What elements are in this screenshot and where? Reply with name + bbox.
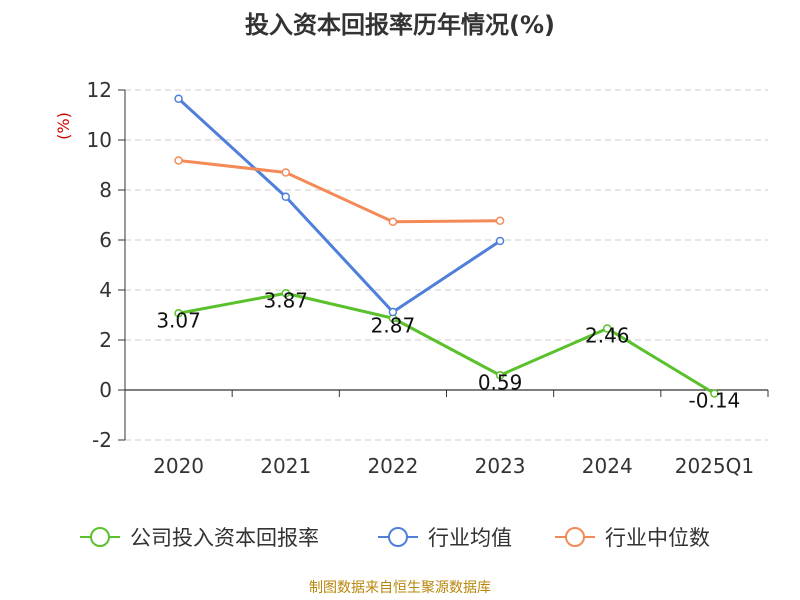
series-point-1 [710, 389, 719, 398]
data-label: 2.46 [585, 324, 630, 348]
chart-title: 投入资本回报率历年情况(%) [245, 11, 555, 39]
series-point-3 [495, 216, 505, 225]
x-tick-labels: 2020 2021 2022 2023 2024 2025Q1 [153, 454, 754, 478]
series-point-1 [281, 289, 290, 298]
legend-label: 公司投入资本回报率 [130, 526, 319, 550]
data-label: -0.14 [689, 389, 741, 413]
x-tick-label: 2025Q1 [675, 454, 754, 478]
series-point-2 [495, 236, 505, 246]
data-label: 2.87 [371, 313, 416, 337]
data-label: 3.07 [156, 308, 201, 332]
data-label: 3.87 [263, 288, 308, 312]
y-tick-label: 12 [87, 78, 112, 102]
series-point-1 [174, 309, 183, 318]
series-point-3 [388, 217, 398, 226]
series-point-2 [281, 192, 290, 201]
legend: 公司投入资本回报率 行业均值 行业中位数 [80, 526, 710, 550]
x-tick-label: 2022 [367, 454, 418, 478]
series-line-1 [178, 291, 716, 395]
y-tick-label: 0 [99, 378, 112, 402]
source-note: 制图数据来自恒生聚源数据库 [309, 580, 491, 596]
y-tick-label: 6 [99, 228, 112, 252]
legend-label: 行业中位数 [605, 526, 710, 550]
x-tick-label: 2024 [582, 454, 633, 478]
grid-lines [125, 89, 768, 441]
data-label: 0.59 [478, 370, 523, 394]
y-tick-label: -2 [92, 428, 112, 452]
series-layer [174, 94, 719, 398]
series-point-1 [603, 324, 612, 333]
y-tick-label: 10 [87, 128, 112, 152]
data-labels: 3.07 3.87 2.87 0.59 2.46 -0.14 [156, 288, 740, 412]
x-tick-label: 2023 [475, 454, 526, 478]
x-tick-label: 2020 [153, 454, 204, 478]
series-point-2 [388, 307, 398, 317]
legend-marker [90, 527, 110, 547]
y-tick-label: 4 [99, 278, 112, 302]
legend-marker [388, 527, 408, 547]
series-point-2 [174, 94, 183, 103]
series-line-3 [178, 159, 501, 224]
y-tick-labels: -2 0 2 4 6 8 10 12 [87, 78, 112, 452]
y-tick-label: 8 [99, 178, 112, 202]
series-line-2 [177, 97, 501, 314]
y-tick-label: 2 [99, 328, 112, 352]
series-point-1 [495, 371, 505, 380]
series-point-3 [174, 156, 183, 165]
legend-label: 行业均值 [428, 526, 512, 550]
axes [118, 89, 769, 441]
series-point-3 [281, 168, 290, 177]
legend-marker [565, 527, 585, 547]
x-tick-label: 2021 [260, 454, 311, 478]
y-axis-label: (%) [54, 112, 73, 140]
